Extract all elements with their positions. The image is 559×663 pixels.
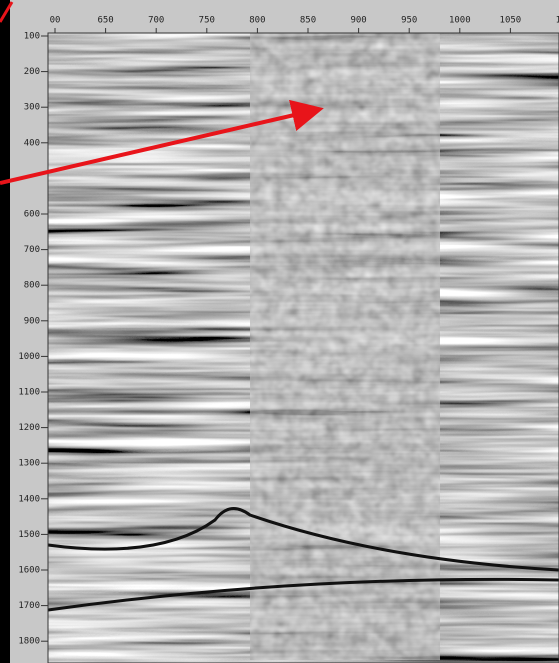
left-tick-label: 1800 (18, 637, 40, 647)
page: {"top_axis": {"labels": ["00", "650", "7… (0, 0, 559, 663)
left-tick-label: 1100 (18, 388, 40, 398)
left-tick-label: 300 (24, 103, 40, 113)
left-tick-label: 800 (24, 281, 40, 291)
top-tick-label: 700 (148, 16, 164, 26)
left-tick-label: 1000 (18, 352, 40, 362)
left-tick-label: 900 (24, 316, 40, 326)
top-tick-label: 650 (97, 16, 113, 26)
left-tick-label: 600 (24, 210, 40, 220)
left-tick-label: 1500 (18, 530, 40, 540)
top-tick-label: 900 (350, 16, 366, 26)
left-tick-label: 1200 (18, 423, 40, 433)
seismic-screenshot: 00 650 700 750 800 850 900 950 1000 1050 11 100 200… (0, 0, 559, 663)
top-tick-label: 850 (300, 16, 316, 26)
left-tick-label: 1300 (18, 459, 40, 469)
top-tick-label: 00 (50, 16, 61, 26)
left-tick-label: 200 (24, 67, 40, 77)
left-tick-label: 1700 (18, 601, 40, 611)
left-tick-label: 1400 (18, 494, 40, 504)
top-tick-label: 950 (401, 16, 417, 26)
left-tick-label: 1600 (18, 566, 40, 576)
top-tick-label: 800 (249, 16, 265, 26)
left-tick-label: 700 (24, 245, 40, 255)
left-tick-label: 400 (24, 138, 40, 148)
top-tick-label: 11 (556, 16, 559, 26)
top-tick-label: 1000 (449, 16, 471, 26)
left-tick-label: 100 (24, 32, 40, 42)
top-tick-label: 750 (199, 16, 215, 26)
top-tick-label: 1050 (500, 16, 522, 26)
